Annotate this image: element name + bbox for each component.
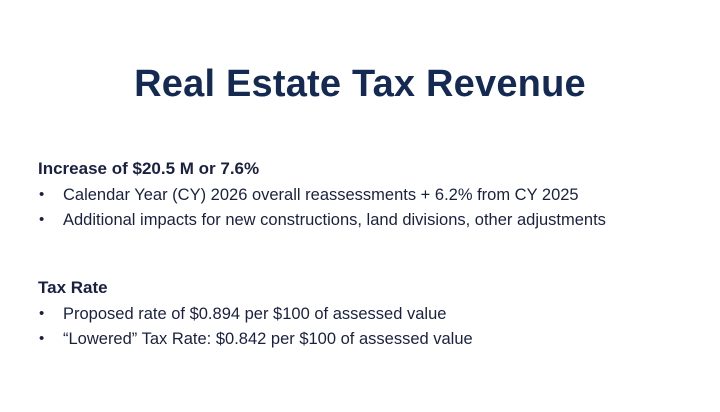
- bullet-item: • Proposed rate of $0.894 per $100 of as…: [38, 302, 698, 327]
- bullet-text: Additional impacts for new constructions…: [63, 211, 606, 229]
- bullet-item: • Calendar Year (CY) 2026 overall reasse…: [38, 183, 698, 208]
- slide-title: Real Estate Tax Revenue: [134, 63, 586, 105]
- section-heading: Tax Rate: [38, 278, 108, 297]
- bullet-text: Calendar Year (CY) 2026 overall reassess…: [63, 186, 579, 204]
- section-revenue-increase: Increase of $20.5 M or 7.6% • Calendar Y…: [38, 158, 698, 233]
- section-tax-rate: Tax Rate • Proposed rate of $0.894 per $…: [38, 277, 698, 352]
- bullet-list: • Proposed rate of $0.894 per $100 of as…: [38, 302, 698, 352]
- section-heading: Increase of $20.5 M or 7.6%: [38, 159, 260, 178]
- bullet-icon: •: [39, 305, 45, 322]
- bullet-text: Proposed rate of $0.894 per $100 of asse…: [63, 305, 447, 323]
- bullet-item: • Additional impacts for new constructio…: [38, 208, 698, 233]
- bullet-icon: •: [39, 211, 45, 228]
- bullet-icon: •: [39, 330, 45, 347]
- bullet-icon: •: [39, 186, 45, 203]
- bullet-list: • Calendar Year (CY) 2026 overall reasse…: [38, 183, 698, 233]
- bullet-text: “Lowered” Tax Rate: $0.842 per $100 of a…: [63, 330, 473, 348]
- bullet-item: • “Lowered” Tax Rate: $0.842 per $100 of…: [38, 327, 698, 352]
